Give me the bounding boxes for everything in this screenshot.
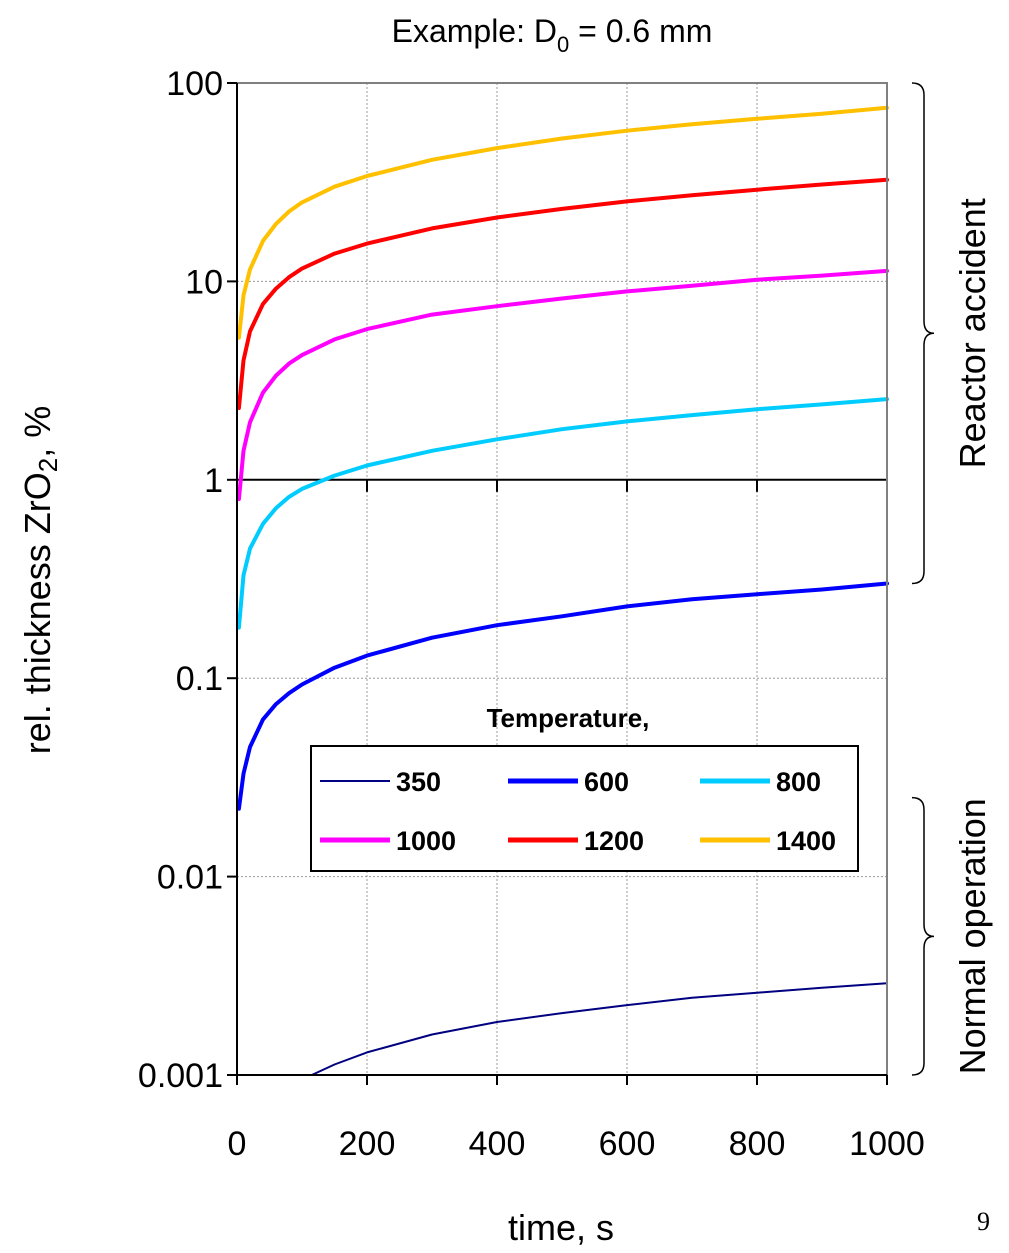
legend-label-1000: 1000 — [396, 826, 456, 856]
legend-items: 350 600 800 1000 1200 1400 — [320, 767, 836, 856]
y-tick-label: 1 — [204, 462, 223, 500]
legend-label-800: 800 — [776, 767, 821, 797]
y-tick-label: 10 — [185, 263, 223, 301]
grid-lines — [237, 83, 887, 1075]
series-line-350 — [310, 982, 888, 1076]
brace-label-1: Normal operation — [952, 798, 993, 1074]
series-line-800 — [236, 397, 889, 630]
x-axis-ticks: 0 200 400 600 800 1000 — [228, 1075, 925, 1163]
legend-label-1200: 1200 — [584, 826, 644, 856]
y-tick-label: 0.1 — [176, 660, 223, 698]
legend-title: Temperature, — [487, 703, 650, 733]
brace-label-0: Reactor accident — [952, 198, 993, 468]
x-tick-label: 400 — [469, 1125, 526, 1163]
x-tick-label: 1000 — [849, 1125, 925, 1163]
x-axis-title: time, s — [508, 1207, 614, 1248]
annotation-braces: Reactor accident Normal operation — [911, 82, 993, 1076]
y-tick-label: 100 — [166, 65, 223, 103]
legend: Temperature, 350 600 800 1000 1200 1400 — [310, 703, 859, 872]
plot-frame — [236, 82, 888, 1076]
x-tick-label: 600 — [599, 1125, 656, 1163]
x-tick-label: 0 — [228, 1125, 247, 1163]
x-tick-label: 200 — [339, 1125, 396, 1163]
x-tick-label: 800 — [729, 1125, 786, 1163]
series-line-1400 — [236, 105, 889, 340]
legend-label-350: 350 — [396, 767, 441, 797]
brace-0 — [911, 82, 935, 585]
series-layer — [236, 105, 889, 1076]
brace-1 — [911, 796, 935, 1076]
series-line-1000 — [236, 268, 889, 501]
legend-box — [310, 745, 859, 872]
y-axis-title: rel. thickness ZrO2, % — [17, 406, 63, 755]
y-tick-label: 0.001 — [138, 1057, 223, 1095]
series-line-1200 — [236, 177, 889, 410]
page-number: 9 — [977, 1207, 990, 1236]
y-tick-label: 0.01 — [157, 859, 223, 897]
y-axis-ticks: 0.001 0.01 0.1 1 10 100 — [138, 65, 237, 1095]
y-one-reference-line — [236, 478, 888, 492]
chart-title: Example: D0 = 0.6 mm — [392, 13, 713, 57]
legend-label-1400: 1400 — [776, 826, 836, 856]
series-line-600 — [236, 581, 889, 811]
legend-label-600: 600 — [584, 767, 629, 797]
